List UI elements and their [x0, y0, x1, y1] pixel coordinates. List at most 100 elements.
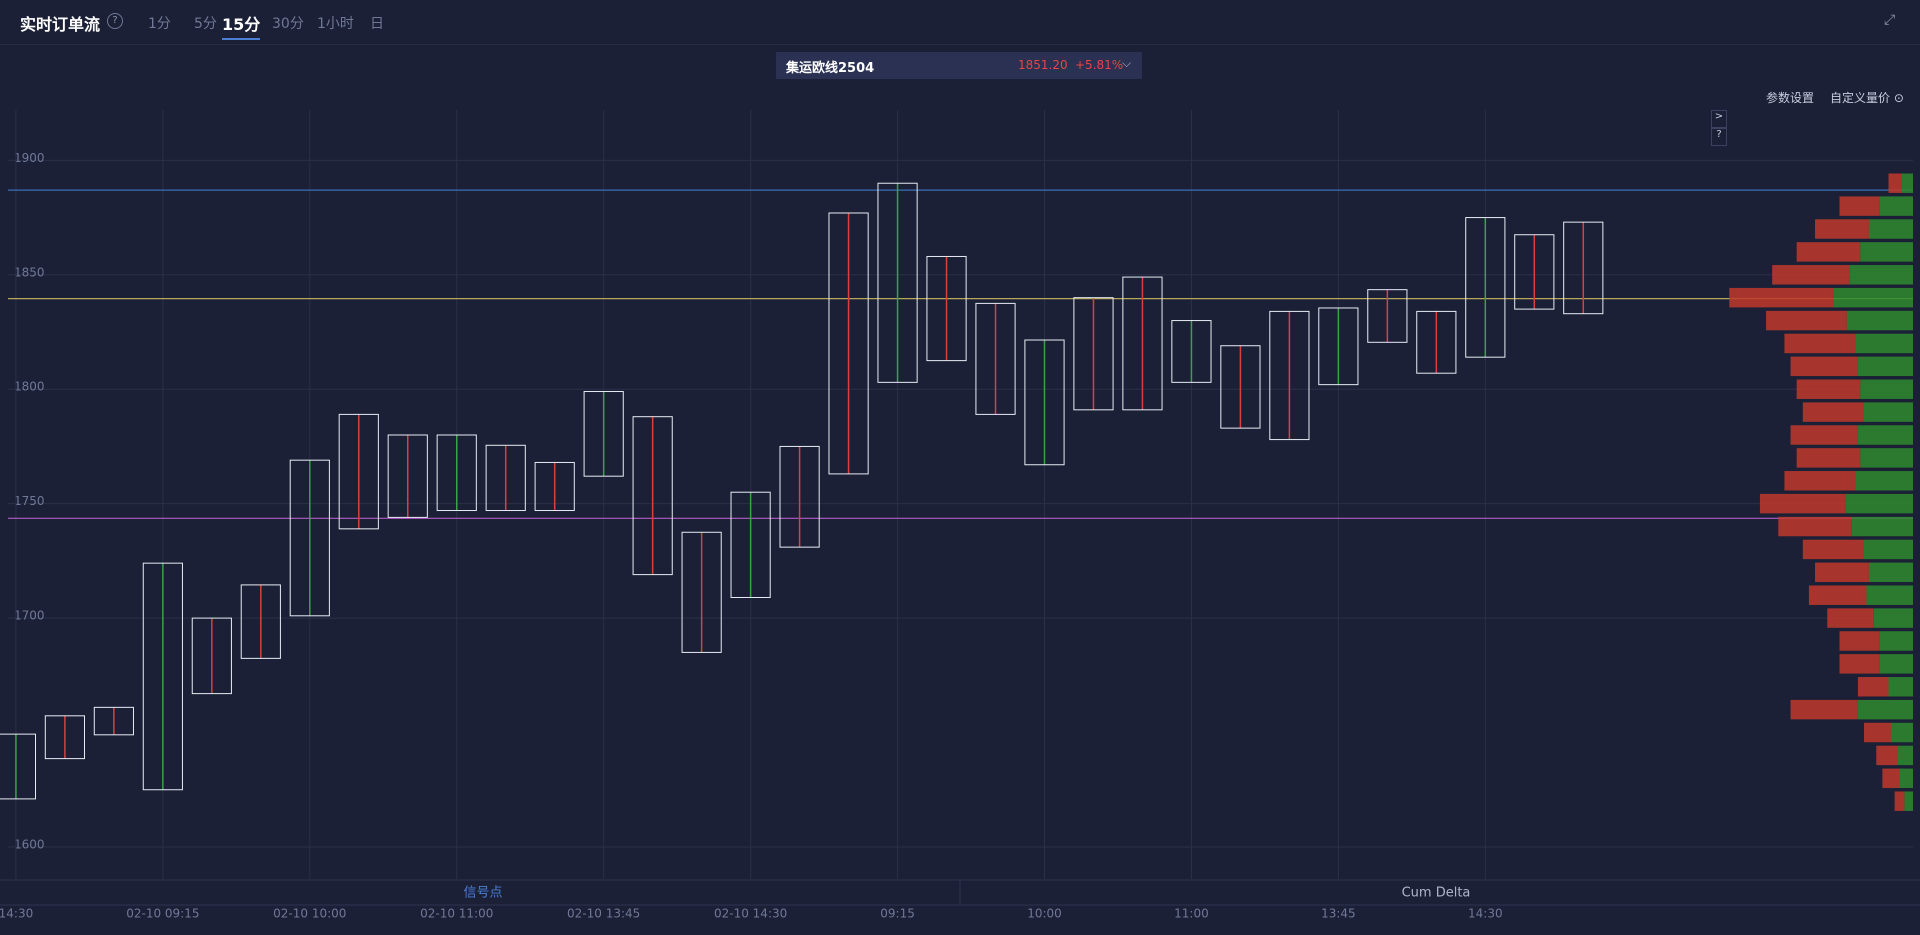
footprint-box	[877, 182, 918, 383]
profile-buy	[1868, 562, 1913, 583]
profile-buy	[1845, 493, 1913, 514]
footprint-box	[0, 733, 37, 800]
footprint-box	[289, 459, 330, 617]
y-tick-label: 1900	[14, 151, 45, 165]
profile-sell	[1784, 471, 1856, 491]
instrument-selector[interactable]: 集运欧线2504 1851.20 +5.81% ⌵	[776, 52, 1142, 79]
footprint-box	[779, 445, 820, 548]
expand-icon[interactable]: ⤢	[1884, 12, 1896, 28]
footprint-box	[1073, 297, 1114, 411]
footprint-box	[1367, 289, 1408, 343]
footprint-box	[681, 531, 722, 653]
footprint-box	[975, 302, 1016, 415]
footprint-box	[632, 416, 673, 576]
y-tick-label: 1800	[14, 380, 45, 394]
custom-button[interactable]: 自定义量价 ⊙	[1830, 91, 1904, 105]
footprint-box	[828, 212, 869, 475]
footprint-box	[534, 461, 575, 512]
footprint-box	[1269, 310, 1310, 441]
profile-sell	[1796, 379, 1861, 399]
x-tick-label: 02-10 10:00	[273, 907, 346, 921]
profile-buy	[1866, 585, 1913, 605]
profile-buy	[1860, 448, 1913, 468]
footprint-box	[387, 434, 428, 518]
profile-buy	[1855, 471, 1913, 491]
panel-tab: Cum Delta	[1402, 886, 1471, 901]
timeframe-tab[interactable]: 5分	[194, 16, 217, 32]
timeframe-tab[interactable]: 1小时	[317, 16, 354, 32]
x-tick-label: 02-10 14:30	[714, 907, 787, 921]
profile-sell	[1802, 402, 1865, 422]
profile-buy	[1873, 608, 1913, 628]
profile-sell	[1888, 173, 1902, 193]
profile-buy	[1833, 287, 1913, 308]
profile-buy	[1849, 265, 1913, 285]
side-button[interactable]: ?	[1711, 128, 1727, 146]
panel-tab: 信号点	[463, 886, 502, 901]
profile-buy	[1904, 791, 1913, 811]
profile-buy	[1846, 310, 1913, 331]
footprint-box	[93, 706, 134, 736]
instrument-price: 1851.20	[1018, 58, 1068, 72]
timeframe-tab[interactable]: 30分	[272, 16, 304, 32]
footprint-box	[1514, 234, 1555, 310]
profile-sell	[1857, 677, 1889, 697]
profile-sell	[1790, 699, 1858, 720]
profile-sell	[1784, 333, 1856, 354]
footprint-box	[1416, 310, 1457, 374]
x-tick-label: 10:00	[1027, 907, 1062, 921]
help-icon[interactable]: ?	[107, 13, 123, 29]
profile-sell	[1839, 631, 1880, 651]
footprint-box	[142, 562, 183, 791]
profile-buy	[1897, 745, 1913, 766]
profile-sell	[1778, 516, 1852, 537]
footprint-box	[1122, 276, 1163, 411]
dropdown-arrow: ⌵	[1122, 56, 1132, 70]
x-tick-label: 02-10 09:15	[126, 907, 199, 921]
x-tick-label: 14:30	[0, 907, 33, 921]
profile-buy	[1864, 402, 1913, 422]
profile-sell	[1796, 242, 1861, 262]
profile-sell	[1882, 768, 1900, 789]
profile-buy	[1860, 379, 1913, 399]
profile-sell	[1827, 608, 1874, 628]
profile-buy	[1857, 356, 1913, 377]
y-tick-label: 1850	[14, 265, 45, 279]
profile-buy	[1855, 333, 1913, 354]
timeframe-tab[interactable]: 1分	[148, 16, 171, 32]
profile-sell	[1790, 356, 1858, 377]
profile-sell	[1772, 265, 1850, 285]
x-tick-label: 13:45	[1321, 907, 1356, 921]
footprint-box	[44, 715, 85, 760]
footprint-box	[240, 584, 281, 659]
profile-sell	[1894, 791, 1905, 811]
profile-sell	[1808, 585, 1867, 605]
footprint-box	[1171, 320, 1212, 383]
header: 实时订单流 ? 1分 5分 15分 30分 1小时日 ⤢	[0, 0, 1920, 45]
x-tick-label: 14:30	[1468, 907, 1503, 921]
profile-sell	[1766, 310, 1847, 331]
settings-button[interactable]: 参数设置	[1766, 91, 1815, 105]
footprint-box	[1024, 339, 1065, 466]
x-tick-label: 09:15	[880, 907, 915, 921]
profile-sell	[1839, 654, 1880, 674]
profile-buy	[1899, 768, 1913, 789]
footprint-box	[338, 413, 379, 530]
profile-buy	[1888, 677, 1913, 697]
profile-sell	[1790, 425, 1858, 445]
profile-buy	[1890, 722, 1913, 743]
profile-sell	[1802, 539, 1865, 560]
profile-sell	[1876, 745, 1898, 766]
profile-sell	[1796, 448, 1861, 468]
timeframe-tab[interactable]: 日	[370, 16, 384, 32]
profile-sell	[1815, 562, 1869, 583]
footprint-box	[1465, 217, 1506, 358]
y-tick-label: 1750	[14, 494, 45, 508]
footprint-box	[485, 444, 526, 512]
timeframe-tab[interactable]: 15分	[222, 11, 261, 40]
profile-buy	[1857, 425, 1913, 445]
side-button[interactable]: >	[1711, 110, 1727, 128]
profile-buy	[1879, 196, 1913, 216]
